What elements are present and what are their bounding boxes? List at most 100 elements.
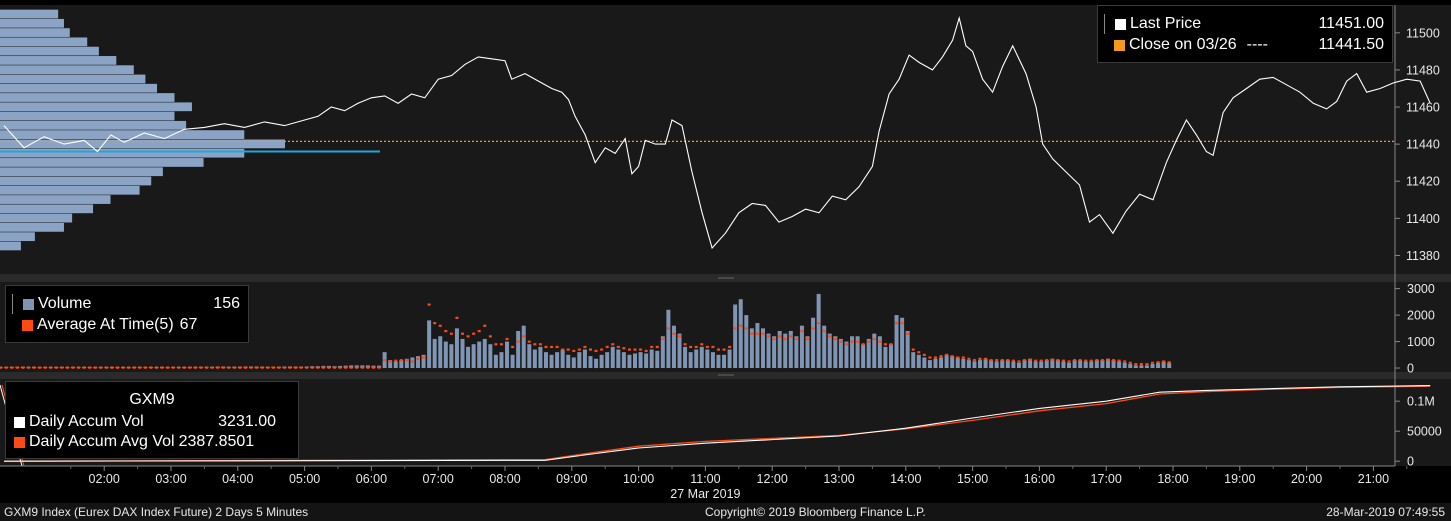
daily-accum-value: 3231.00 [218, 413, 276, 430]
profile-bar [0, 56, 117, 65]
last-price-line [3, 15, 1431, 250]
volume-bar [610, 346, 615, 369]
avg-time-marker [1034, 359, 1038, 362]
avg-time-marker [928, 356, 932, 359]
avg-time-marker [43, 366, 47, 369]
avg-time-marker [433, 322, 437, 325]
avg-time-marker [622, 347, 626, 350]
avg-time-marker [143, 366, 147, 369]
avg-time-marker [555, 345, 559, 349]
avg-time-marker [956, 356, 960, 359]
volume-bar [766, 333, 771, 369]
avg-time-marker [305, 366, 309, 369]
volume-bar [877, 336, 882, 369]
profile-bar [0, 111, 175, 121]
avg-time-marker [945, 353, 949, 356]
volume-bar [1072, 360, 1077, 369]
volume-bar [677, 333, 682, 369]
avg-time-marker [527, 340, 531, 343]
volume-bar [1083, 361, 1088, 369]
volume-bar [499, 352, 504, 369]
avg-time-marker [794, 337, 798, 341]
daily-accum-avg-label: Daily Accum Avg Vol [29, 433, 175, 450]
volume-bar [694, 349, 699, 369]
avg-time-marker [1039, 359, 1043, 362]
avg-time-marker [839, 340, 843, 343]
volume-bar [989, 360, 994, 369]
close-dashes: ---- [1246, 36, 1268, 53]
volume-bar [627, 354, 632, 369]
accum-y-tick-label: 50000 [1407, 425, 1442, 439]
price-legend: Last Price 11451.00 Close on 03/26 ---- … [1097, 5, 1393, 63]
x-tick-label: 15:00 [957, 472, 988, 486]
volume-bar [749, 328, 754, 369]
avg-time-marker [650, 345, 654, 349]
daily-accum-swatch [14, 416, 25, 428]
avg-time-marker [895, 322, 899, 325]
profile-bar [0, 222, 64, 232]
profile-bar [0, 139, 285, 149]
volume-bar [1050, 358, 1055, 369]
avg-time-marker [1078, 359, 1082, 362]
x-tick-label: 16:00 [1024, 472, 1055, 486]
volume-bar [755, 323, 760, 369]
volume-y-tick-label: 3000 [1407, 282, 1435, 296]
profile-bar [0, 148, 245, 158]
avg-time-marker [488, 335, 492, 338]
daily-accum-vol-line [3, 385, 1431, 462]
volume-bar [454, 328, 459, 369]
avg-time-marker [494, 343, 498, 346]
volume-bar [1100, 360, 1105, 369]
avg-time-marker [477, 329, 481, 333]
avg-time-marker [1006, 359, 1010, 362]
price-y-tick-label: 11400 [1406, 212, 1440, 226]
avg-time-marker [655, 345, 659, 349]
volume-bar [399, 360, 404, 369]
volume-bar [427, 320, 432, 369]
avg-time-marker [505, 337, 509, 341]
avg-time-marker [705, 345, 709, 349]
avg-time-marker [349, 366, 353, 369]
avg-time-label: Average At Time(5) [37, 316, 174, 333]
avg-time-marker [783, 337, 787, 341]
volume-bar [1128, 364, 1133, 369]
footer-bar: GXM9 Index (Eurex DAX Index Future) 2 Da… [0, 503, 1451, 521]
avg-time-marker [121, 366, 125, 369]
avg-time-marker [10, 366, 14, 369]
avg-time-marker [755, 332, 759, 335]
accum-y-tick-label: 0.1M [1407, 395, 1435, 409]
avg-time-marker [883, 343, 887, 346]
avg-time-marker [21, 366, 25, 369]
avg-time-marker [427, 303, 431, 306]
volume-bar [432, 338, 437, 369]
volume-bar [900, 317, 905, 369]
volume-bar [1139, 365, 1144, 369]
volume-bar [939, 357, 944, 369]
avg-time-marker [577, 348, 581, 351]
avg-time-marker [466, 335, 470, 338]
avg-time-marker [422, 356, 426, 359]
volume-bar [772, 336, 777, 369]
volume-bar [1144, 365, 1149, 369]
accum-legend: GXM9 Daily Accum Vol 3231.00 Daily Accum… [5, 381, 299, 459]
price-y-tick-label: 11480 [1406, 63, 1440, 77]
avg-time-swatch [22, 319, 33, 331]
volume-bar [644, 353, 649, 369]
volume-bar [888, 344, 893, 369]
volume-bar [994, 361, 999, 369]
volume-bar [516, 330, 521, 369]
volume-bar [722, 354, 727, 369]
avg-time-marker [967, 357, 971, 360]
avg-time-marker [54, 366, 58, 369]
avg-time-marker [4, 366, 8, 369]
avg-time-marker [71, 366, 75, 369]
avg-time-marker [700, 343, 704, 346]
avg-time-marker [310, 366, 314, 369]
avg-time-marker [205, 366, 209, 369]
volume-bar [666, 309, 671, 369]
volume-bar [577, 352, 582, 369]
avg-time-marker [455, 316, 459, 319]
avg-time-marker [633, 348, 637, 351]
avg-time-marker [1000, 359, 1004, 362]
volume-bar [794, 336, 799, 369]
